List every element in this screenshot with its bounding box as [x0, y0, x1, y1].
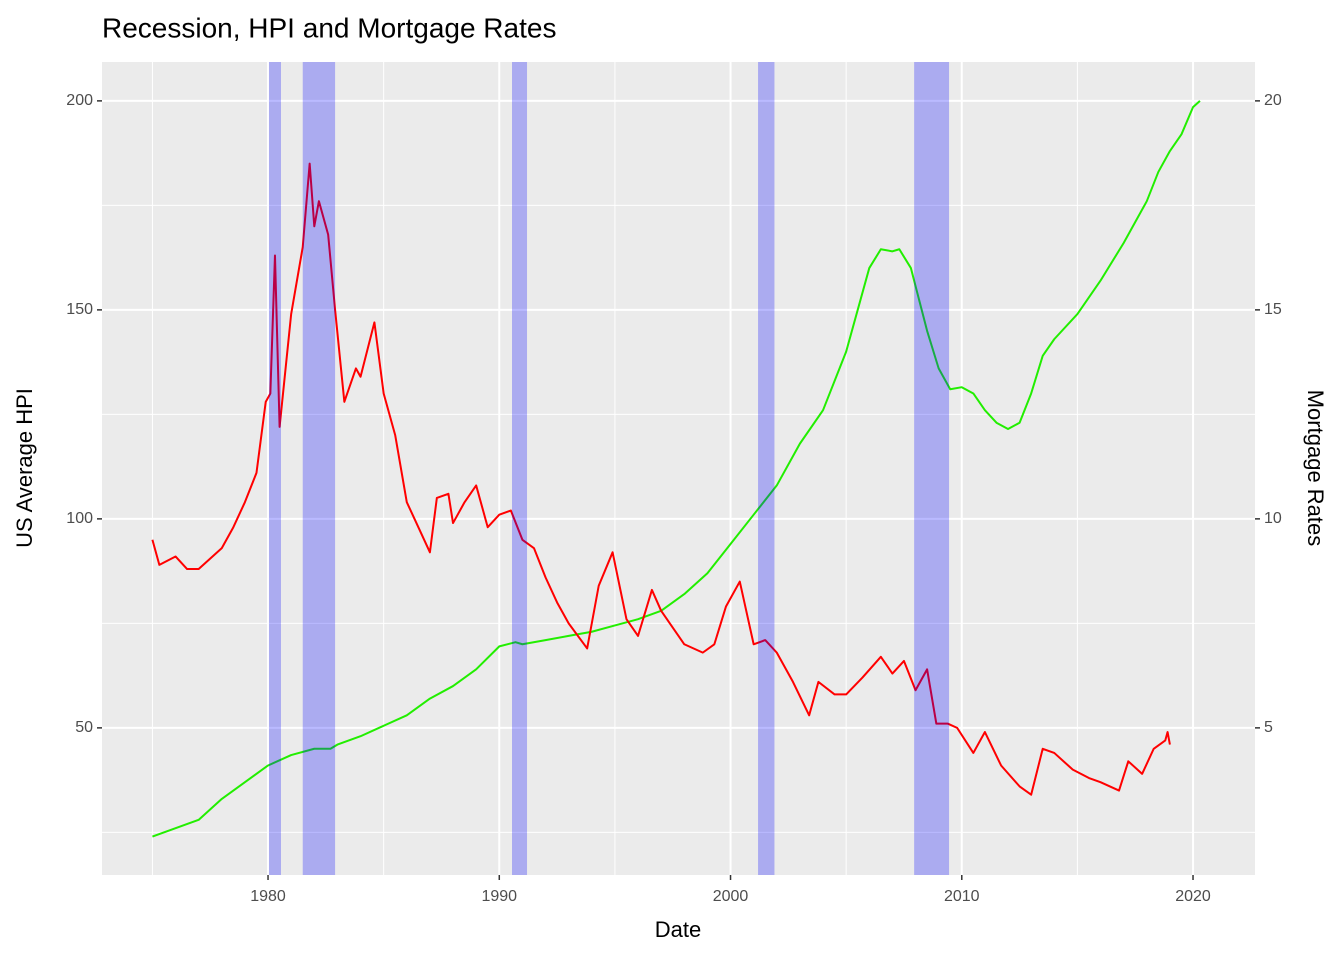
- x-tick-label: 2000: [713, 888, 749, 905]
- line: [151, 162, 1171, 796]
- y2-tick-label: 10: [1264, 510, 1282, 527]
- x-tick-label: 1980: [250, 888, 286, 905]
- y-axis-title: US Average HPI: [12, 388, 37, 548]
- chart-title: Recession, HPI and Mortgage Rates: [102, 12, 556, 43]
- y-tick-label: 150: [66, 301, 93, 318]
- x-tick-label: 1990: [481, 888, 517, 905]
- y-tick-label: 200: [66, 92, 93, 109]
- x-tick-label: 2010: [944, 888, 980, 905]
- y-tick-label: 100: [66, 510, 93, 527]
- panel: [102, 62, 1255, 875]
- recession-band: [268, 62, 281, 875]
- y2-axis-title: Mortgage Rates: [1303, 390, 1328, 547]
- x-tick-label: 2020: [1175, 888, 1211, 905]
- y-tick-label: 50: [75, 719, 93, 736]
- line: [152, 100, 1201, 838]
- y2-tick-label: 15: [1264, 301, 1282, 318]
- recession-band: [758, 62, 775, 875]
- y2-tick-label: 20: [1264, 92, 1282, 109]
- recession-band: [512, 62, 528, 875]
- x-axis-title: Date: [655, 917, 701, 942]
- recession-band: [302, 62, 336, 875]
- recession-band: [914, 62, 950, 875]
- y2-tick-label: 5: [1264, 719, 1273, 736]
